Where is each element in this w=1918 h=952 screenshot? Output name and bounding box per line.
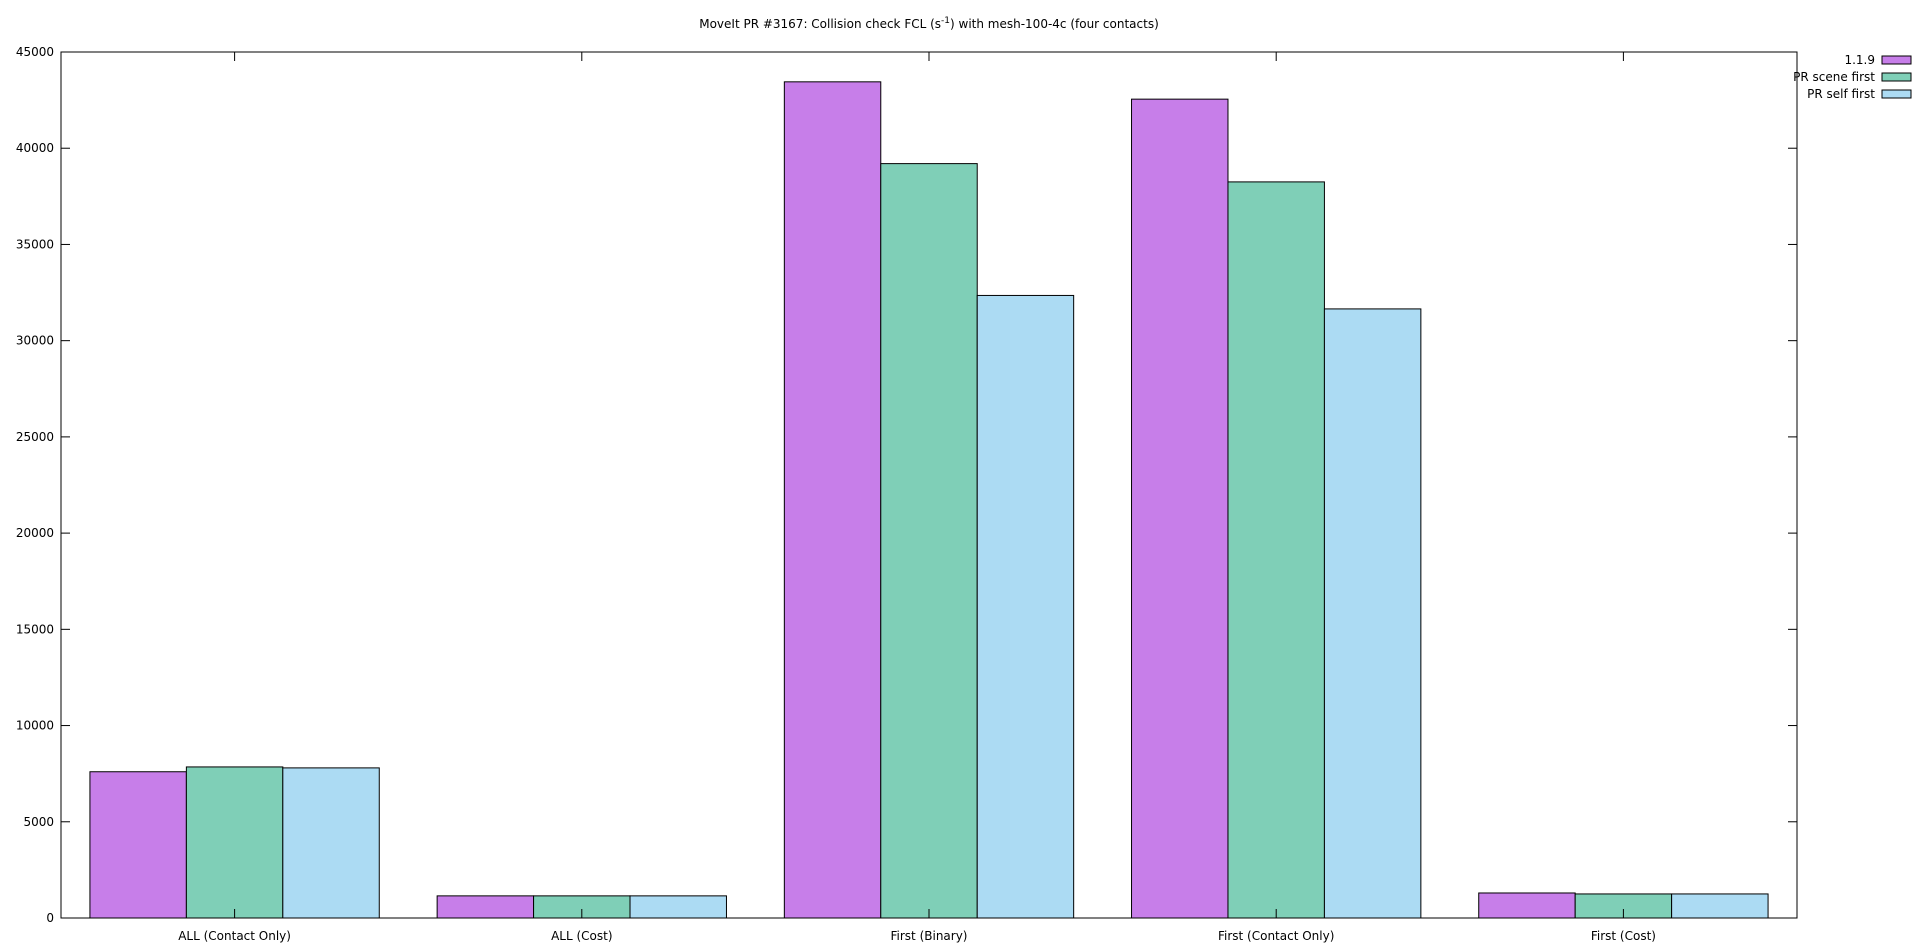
chart-title: MoveIt PR #3167: Collision check FCL (s-…: [699, 16, 1159, 31]
bar-3-2: [1323, 308, 1422, 919]
x-tick-label: ALL (Cost): [551, 929, 612, 943]
bars-group: [89, 81, 1769, 919]
y-tick-label: 25000: [16, 430, 54, 444]
chart-title-superscript: -1: [941, 16, 950, 26]
y-tick-label: 45000: [16, 45, 54, 59]
legend-swatch: [1881, 89, 1912, 99]
x-tick-label: First (Cost): [1591, 929, 1656, 943]
y-axis: 0 5000 10000 15000 20000 25000 30000 35000 40000…: [16, 45, 1797, 925]
bar-2-1: [880, 163, 978, 919]
bar-3-0: [1131, 98, 1229, 919]
y-tick-label: 15000: [16, 622, 54, 636]
bar-0-2: [282, 767, 380, 919]
legend-label: PR self first: [1807, 87, 1875, 101]
bar-1-0: [436, 895, 535, 919]
bar-2-2: [976, 294, 1075, 919]
y-tick-label: 0: [46, 911, 54, 925]
chart-title-prefix: MoveIt PR #3167: Collision check FCL (s: [699, 17, 941, 31]
y-tick-label: 30000: [16, 334, 54, 348]
y-tick-label: 5000: [23, 815, 54, 829]
legend-label: PR scene first: [1793, 70, 1875, 84]
chart-title-suffix: ) with mesh-100-4c (four contacts): [950, 17, 1159, 31]
x-tick-label: First (Contact Only): [1218, 929, 1334, 943]
legend-swatch: [1881, 55, 1912, 65]
bar-0-1: [185, 766, 284, 919]
legend-swatch: [1881, 72, 1912, 82]
bar-3-1: [1227, 181, 1325, 919]
bar-4-0: [1478, 892, 1576, 919]
bar-2-0: [783, 81, 882, 919]
x-tick-label: First (Binary): [891, 929, 968, 943]
y-tick-label: 10000: [16, 719, 54, 733]
y-tick-label: 20000: [16, 526, 54, 540]
x-tick-label: ALL (Contact Only): [178, 929, 291, 943]
x-axis: ALL (Contact Only) ALL (Cost) First (Binar…: [178, 52, 1656, 943]
bar-0-0: [89, 771, 187, 919]
y-tick-label: 35000: [16, 237, 54, 251]
bar-4-2: [1671, 893, 1769, 919]
legend-label: 1.1.9: [1844, 53, 1875, 67]
legend: 1.1.9 PR scene first PR self first: [1793, 53, 1912, 101]
bar-1-2: [629, 895, 727, 919]
y-tick-label: 40000: [16, 141, 54, 155]
